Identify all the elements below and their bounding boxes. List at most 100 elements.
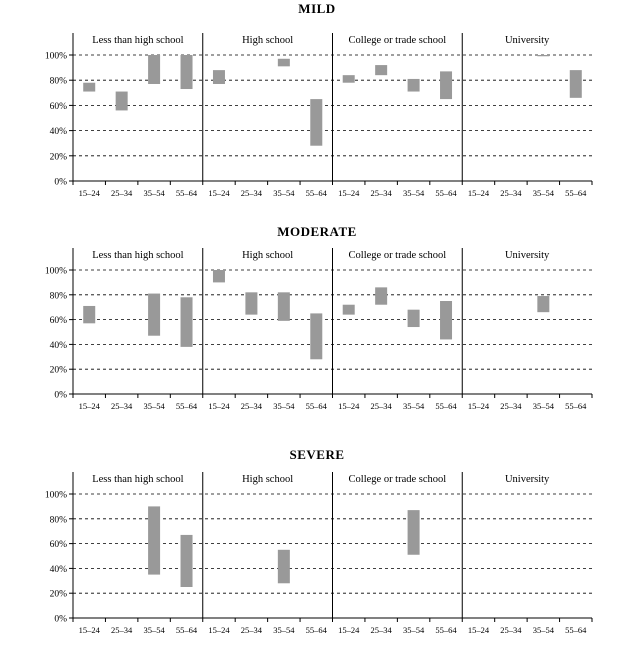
panel-mild: MILD 0% 20% 40% 60% 80% 100% Less than high sch… [45, 1, 593, 198]
x-tick-label: 15–24 [79, 625, 101, 635]
range-bar [148, 55, 161, 84]
x-tick-label: 55–64 [306, 401, 328, 411]
x-tick-label: 15–24 [338, 401, 360, 411]
range-bar [407, 309, 420, 328]
range-bar [310, 99, 323, 146]
range-bar [310, 313, 323, 360]
group-label: College or trade school [349, 250, 447, 261]
x-tick-label: 35–54 [273, 188, 295, 198]
y-tick-label: 100% [45, 52, 67, 62]
x-tick-label: 25–34 [111, 401, 133, 411]
x-tick-label: 55–64 [306, 625, 328, 635]
y-tick-label: 60% [50, 540, 68, 550]
x-tick-label: 25–34 [371, 625, 393, 635]
x-tick-label: 25–34 [500, 188, 522, 198]
panel-title: MODERATE [277, 224, 357, 239]
x-tick-label: 55–64 [565, 188, 587, 198]
x-tick-label: 25–34 [371, 188, 393, 198]
range-bar [277, 549, 290, 584]
group-label: University [505, 474, 550, 485]
range-bar [277, 292, 290, 321]
x-tick-label: 15–24 [79, 188, 101, 198]
y-tick-label: 20% [50, 152, 68, 162]
range-bar [440, 71, 453, 100]
group-label: College or trade school [349, 474, 447, 485]
x-tick-label: 15–24 [208, 188, 230, 198]
range-bar [148, 506, 161, 575]
x-tick-label: 15–24 [208, 625, 230, 635]
group-label: High school [242, 35, 293, 46]
x-tick-label: 15–24 [468, 188, 490, 198]
y-tick-label: 40% [50, 565, 68, 575]
x-tick-label: 55–64 [435, 188, 457, 198]
range-bar [180, 534, 193, 587]
range-bar [375, 287, 388, 305]
range-bar [537, 296, 550, 313]
x-tick-label: 55–64 [435, 625, 457, 635]
x-tick-label: 25–34 [500, 625, 522, 635]
x-tick-label: 55–64 [176, 625, 198, 635]
x-tick-label: 55–64 [176, 401, 198, 411]
y-tick-label: 100% [45, 267, 67, 277]
range-bar [277, 58, 290, 67]
x-tick-label: 35–54 [533, 401, 555, 411]
x-tick-label: 35–54 [403, 401, 425, 411]
x-tick-label: 15–24 [79, 401, 101, 411]
group-label: University [505, 250, 550, 261]
x-tick-label: 25–34 [241, 188, 263, 198]
range-bar [407, 510, 420, 555]
y-tick-label: 20% [50, 590, 68, 600]
x-tick-label: 35–54 [143, 401, 165, 411]
x-tick-label: 55–64 [176, 188, 198, 198]
x-tick-label: 55–64 [565, 401, 587, 411]
y-tick-label: 60% [50, 102, 68, 112]
y-tick-label: 0% [54, 178, 67, 188]
range-bar [375, 65, 388, 76]
x-tick-label: 35–54 [403, 625, 425, 635]
range-bar [537, 55, 550, 57]
group-label: College or trade school [349, 35, 447, 46]
x-tick-label: 25–34 [111, 188, 133, 198]
range-bar [342, 304, 355, 315]
x-tick-label: 25–34 [371, 401, 393, 411]
y-tick-label: 80% [50, 291, 68, 301]
x-tick-label: 15–24 [208, 401, 230, 411]
group-label: Less than high school [92, 474, 183, 485]
x-tick-label: 35–54 [403, 188, 425, 198]
range-bar [569, 70, 582, 98]
y-tick-label: 80% [50, 77, 68, 87]
x-tick-label: 35–54 [533, 188, 555, 198]
x-tick-label: 25–34 [500, 401, 522, 411]
group-label: University [505, 35, 550, 46]
group-label: Less than high school [92, 250, 183, 261]
x-tick-label: 15–24 [468, 401, 490, 411]
x-tick-label: 25–34 [241, 625, 263, 635]
y-tick-label: 0% [54, 391, 67, 401]
range-bar [342, 75, 355, 83]
group-label: High school [242, 250, 293, 261]
y-tick-label: 60% [50, 316, 68, 326]
x-tick-label: 15–24 [338, 625, 360, 635]
panel-severe: SEVERE 0% 20% 40% 60% 80% 100% Less than high s… [45, 447, 593, 635]
x-tick-label: 35–54 [273, 625, 295, 635]
range-bar [115, 91, 128, 111]
group-label: High school [242, 474, 293, 485]
x-tick-label: 35–54 [273, 401, 295, 411]
panel-title: SEVERE [289, 447, 344, 462]
range-bar [407, 78, 420, 92]
panel-moderate: MODERATE 0% 20% 40% 60% 80% 100% Less than high… [45, 224, 593, 411]
x-tick-label: 25–34 [111, 625, 133, 635]
range-bar [212, 270, 225, 283]
panel-title: MILD [298, 1, 335, 16]
range-bar [180, 55, 193, 90]
y-tick-label: 40% [50, 341, 68, 351]
x-tick-label: 55–64 [306, 188, 328, 198]
range-bar [212, 70, 225, 84]
y-tick-label: 100% [45, 491, 67, 501]
x-tick-label: 15–24 [468, 625, 490, 635]
x-tick-label: 35–54 [143, 188, 165, 198]
x-tick-label: 25–34 [241, 401, 263, 411]
y-tick-label: 20% [50, 366, 68, 376]
range-bar [245, 292, 258, 315]
